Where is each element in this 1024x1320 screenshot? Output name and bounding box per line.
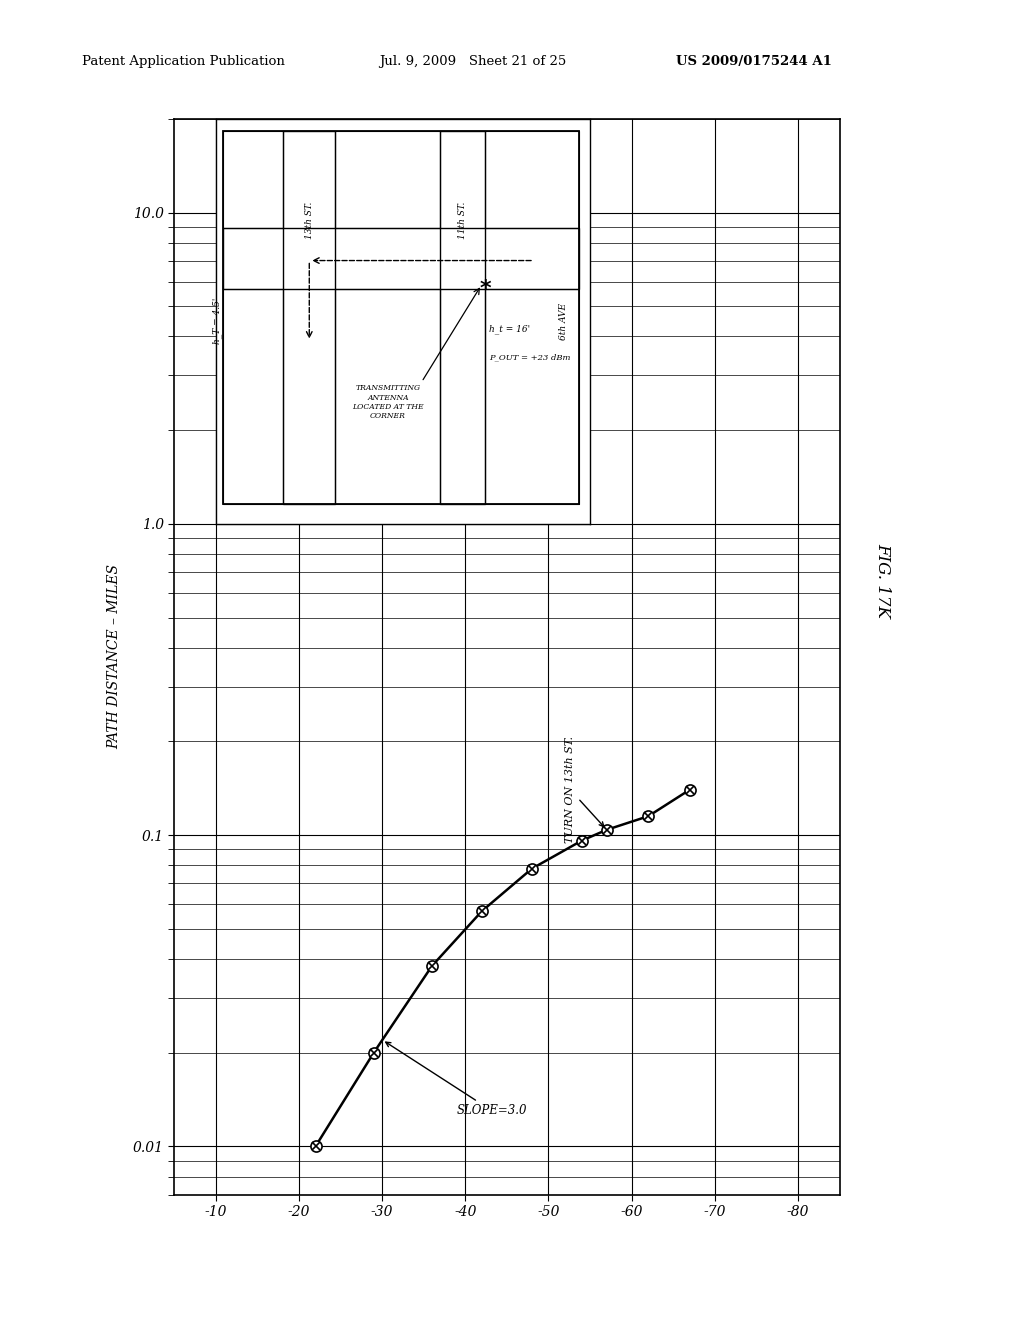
Y-axis label: PATH DISTANCE – MILES: PATH DISTANCE – MILES bbox=[108, 564, 122, 750]
Text: FIG. 17K: FIG. 17K bbox=[874, 544, 891, 618]
Text: Jul. 9, 2009   Sheet 21 of 25: Jul. 9, 2009 Sheet 21 of 25 bbox=[379, 55, 566, 69]
Text: SLOPE=3.0: SLOPE=3.0 bbox=[386, 1041, 527, 1118]
Text: US 2009/0175244 A1: US 2009/0175244 A1 bbox=[676, 55, 831, 69]
Text: Patent Application Publication: Patent Application Publication bbox=[82, 55, 285, 69]
Text: TURN ON 13th ST.: TURN ON 13th ST. bbox=[565, 737, 604, 843]
